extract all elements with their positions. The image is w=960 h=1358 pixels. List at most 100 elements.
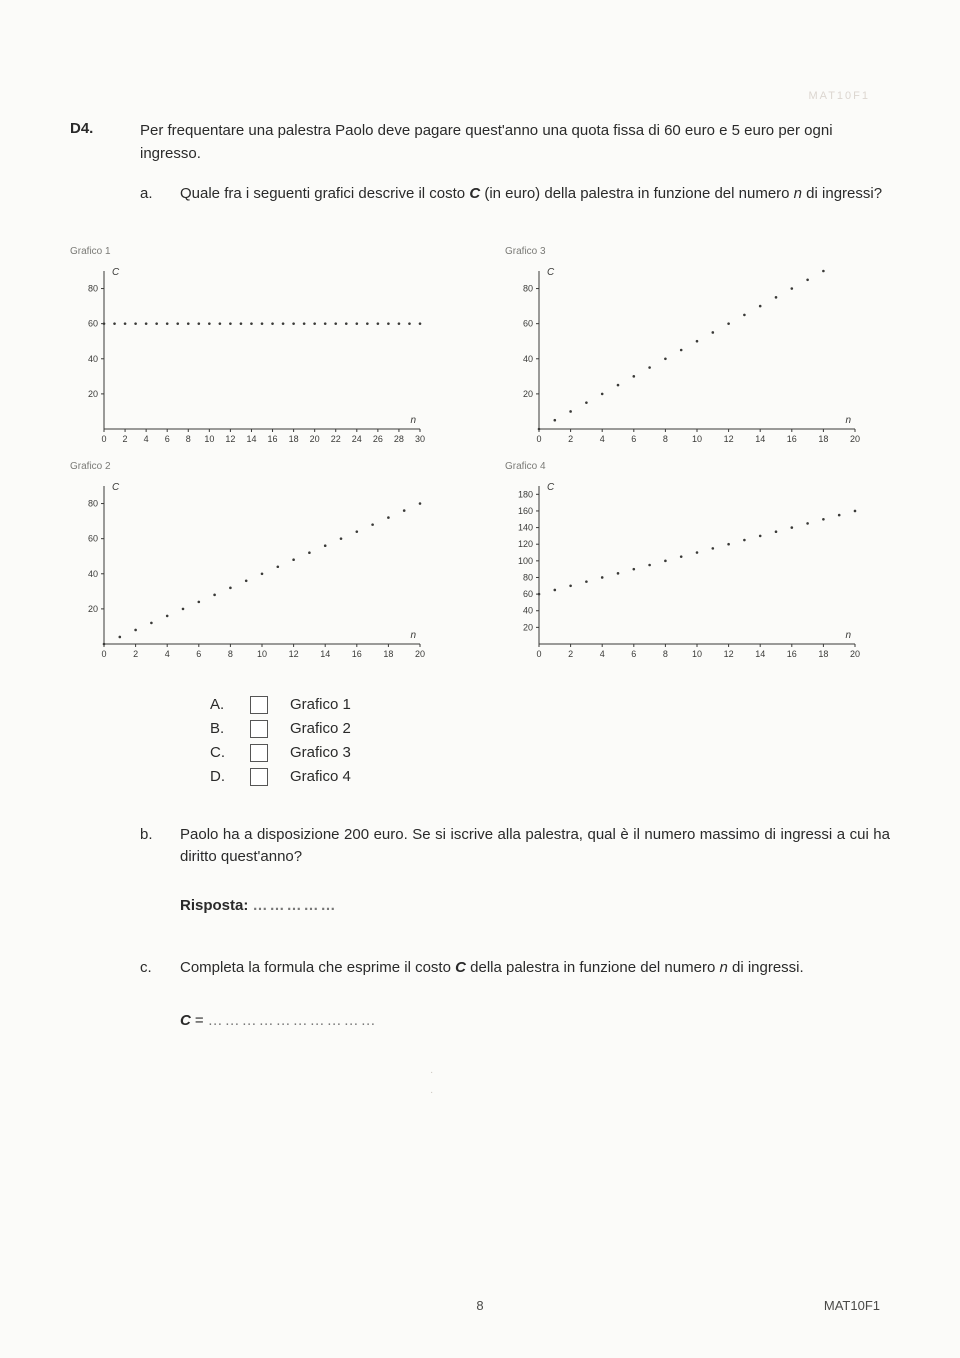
svg-text:14: 14 (246, 434, 256, 444)
part-c-t2: della palestra in funzione del numero (466, 959, 720, 976)
spacer (70, 806, 110, 1033)
svg-text:100: 100 (518, 555, 533, 565)
svg-text:80: 80 (523, 283, 533, 293)
svg-text:40: 40 (523, 353, 533, 363)
option-checkbox[interactable] (250, 744, 268, 762)
svg-text:180: 180 (518, 489, 533, 499)
part-a: a. Quale fra i seguenti grafici descrive… (140, 183, 890, 206)
part-a-t2: (in euro) della palestra in funzione del… (480, 185, 794, 202)
svg-text:28: 28 (394, 434, 404, 444)
chart-svg: 20406080024681012141618202224262830Cn (70, 261, 430, 451)
svg-text:80: 80 (523, 572, 533, 582)
svg-text:20: 20 (88, 388, 98, 398)
option-label: Grafico 1 (290, 696, 351, 713)
svg-text:n: n (845, 415, 851, 426)
svg-text:10: 10 (692, 434, 702, 444)
svg-text:10: 10 (257, 649, 267, 659)
chart-svg: 2040608010012014016018002468101214161820… (505, 476, 865, 666)
charts-grid: Grafico 12040608002468101214161820222426… (70, 246, 890, 666)
part-c-t1: Completa la formula che esprime il costo (180, 959, 455, 976)
svg-text:0: 0 (101, 649, 106, 659)
option-letter: B. (210, 720, 228, 737)
chart-cell: Grafico 12040608002468101214161820222426… (70, 246, 455, 451)
part-b-body: b. Paolo ha a disposizione 200 euro. Se … (140, 806, 890, 1033)
svg-text:18: 18 (818, 649, 828, 659)
svg-text:160: 160 (518, 505, 533, 515)
chart-svg: 2040608002468101214161820Cn (505, 261, 865, 451)
formula-blank[interactable]: ………………………… (208, 1010, 378, 1033)
option-checkbox[interactable] (250, 768, 268, 786)
svg-text:12: 12 (724, 649, 734, 659)
chart-title: Grafico 4 (505, 461, 890, 472)
part-b-text: Paolo ha a disposizione 200 euro. Se si … (180, 824, 890, 918)
formula-lhs: C (180, 1010, 191, 1033)
svg-text:8: 8 (186, 434, 191, 444)
svg-text:16: 16 (787, 434, 797, 444)
svg-text:C: C (547, 482, 555, 493)
stray-mark-1: · (430, 1067, 433, 1078)
svg-text:40: 40 (88, 568, 98, 578)
svg-text:12: 12 (225, 434, 235, 444)
svg-text:60: 60 (523, 589, 533, 599)
option-letter: D. (210, 768, 228, 785)
option-label: Grafico 3 (290, 744, 351, 761)
option-label: Grafico 2 (290, 720, 351, 737)
part-c-label: c. (140, 957, 158, 1032)
svg-text:16: 16 (787, 649, 797, 659)
svg-text:10: 10 (692, 649, 702, 659)
svg-text:12: 12 (724, 434, 734, 444)
formula-eq: = (195, 1010, 204, 1033)
svg-text:8: 8 (663, 434, 668, 444)
svg-text:n: n (410, 630, 416, 641)
chart-svg: 2040608002468101214161820Cn (70, 476, 430, 666)
part-c-text: Completa la formula che esprime il costo… (180, 957, 890, 1032)
part-a-text: Quale fra i seguenti grafici descrive il… (180, 183, 890, 206)
svg-text:8: 8 (663, 649, 668, 659)
answer-options: A. Grafico 1 B. Grafico 2 C. Grafico 3 D. Grafi… (210, 696, 890, 786)
svg-text:18: 18 (289, 434, 299, 444)
header-watermark: MAT10F1 (809, 90, 870, 102)
formula-row: C = ………………………… (180, 1010, 890, 1033)
svg-text:n: n (845, 630, 851, 641)
option-row: C. Grafico 3 (210, 744, 890, 762)
page-number: 8 (0, 1298, 960, 1313)
chart-title: Grafico 3 (505, 246, 890, 257)
option-checkbox[interactable] (250, 720, 268, 738)
svg-text:18: 18 (818, 434, 828, 444)
stray-mark-2: · (430, 1087, 433, 1098)
svg-text:16: 16 (268, 434, 278, 444)
svg-text:20: 20 (523, 622, 533, 632)
svg-text:6: 6 (165, 434, 170, 444)
question-block: D4. Per frequentare una palestra Paolo d… (70, 120, 890, 206)
svg-text:4: 4 (600, 649, 605, 659)
answer-blank[interactable]: …………… (253, 897, 338, 914)
option-letter: C. (210, 744, 228, 761)
option-checkbox[interactable] (250, 696, 268, 714)
svg-text:60: 60 (88, 318, 98, 328)
svg-text:2: 2 (568, 434, 573, 444)
answer-label: Risposta: (180, 897, 248, 914)
svg-text:6: 6 (631, 649, 636, 659)
svg-text:16: 16 (352, 649, 362, 659)
part-b-answer: Risposta: …………… (180, 895, 890, 918)
option-letter: A. (210, 696, 228, 713)
svg-text:0: 0 (536, 649, 541, 659)
part-b: b. Paolo ha a disposizione 200 euro. Se … (140, 824, 890, 918)
doc-id: MAT10F1 (824, 1298, 880, 1313)
chart-title: Grafico 2 (70, 461, 455, 472)
svg-text:20: 20 (523, 388, 533, 398)
option-row: A. Grafico 1 (210, 696, 890, 714)
question-body: Per frequentare una palestra Paolo deve … (140, 120, 890, 206)
svg-text:14: 14 (320, 649, 330, 659)
svg-text:14: 14 (755, 434, 765, 444)
svg-text:4: 4 (144, 434, 149, 444)
svg-text:C: C (112, 482, 120, 493)
question-number: D4. (70, 120, 110, 206)
chart-title: Grafico 1 (70, 246, 455, 257)
svg-text:6: 6 (196, 649, 201, 659)
part-a-label: a. (140, 183, 158, 206)
svg-text:6: 6 (631, 434, 636, 444)
part-b-label: b. (140, 824, 158, 918)
svg-text:18: 18 (383, 649, 393, 659)
svg-text:2: 2 (568, 649, 573, 659)
